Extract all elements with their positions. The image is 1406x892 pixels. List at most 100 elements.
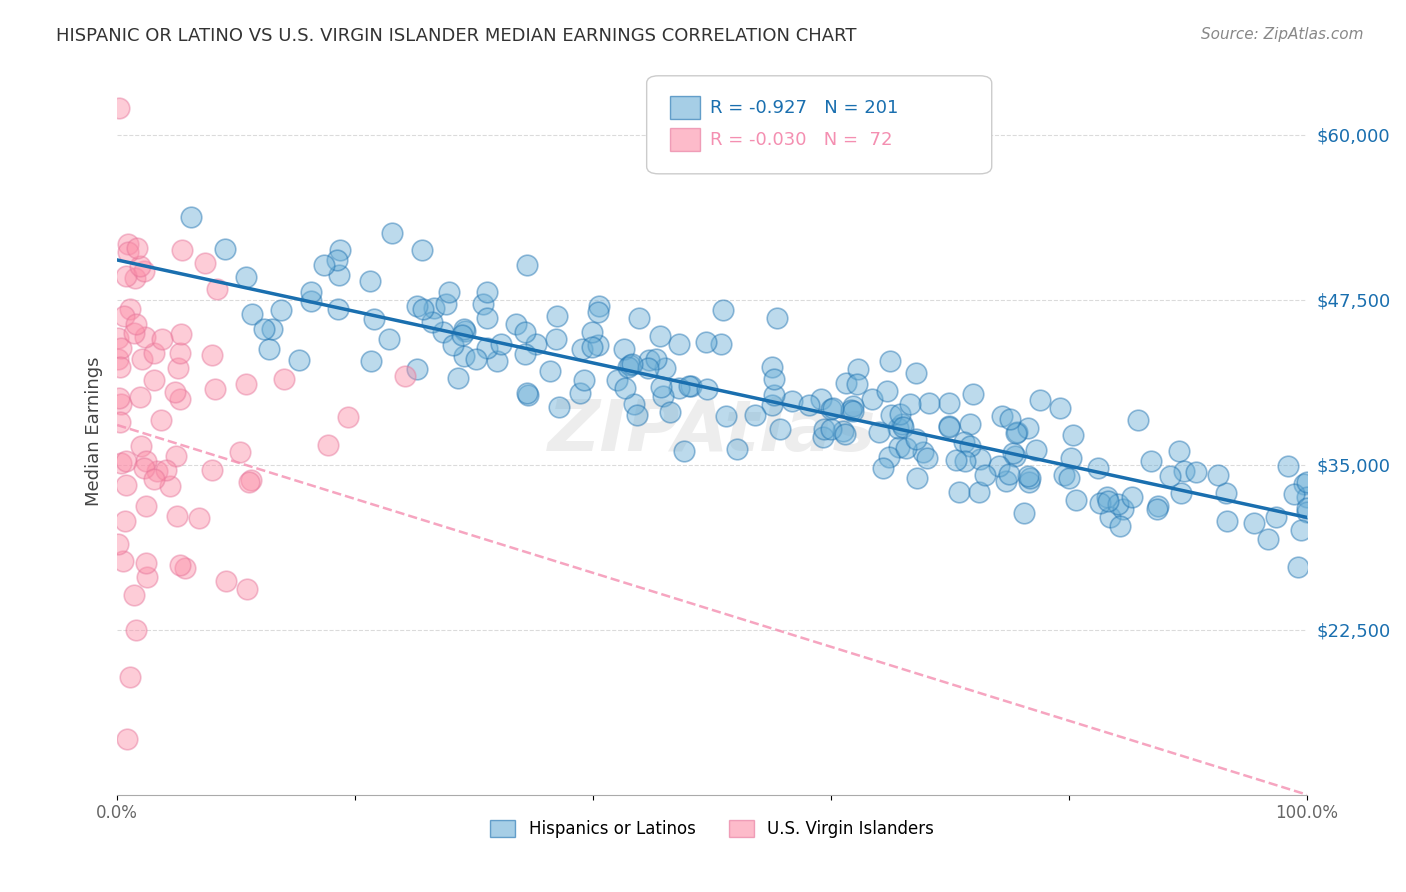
Hispanics or Latinos <box>1296 505 1319 519</box>
U.S. Virgin Islanders <box>174 560 197 574</box>
U.S. Virgin Islanders <box>134 330 156 344</box>
Hispanics or Latinos <box>1126 413 1149 427</box>
Hispanics or Latinos <box>668 336 690 351</box>
Hispanics or Latinos <box>180 210 202 224</box>
Hispanics or Latinos <box>1004 426 1026 441</box>
Hispanics or Latinos <box>422 301 444 316</box>
Hispanics or Latinos <box>1097 493 1119 508</box>
U.S. Virgin Islanders <box>146 464 169 478</box>
Hispanics or Latinos <box>464 351 486 366</box>
U.S. Virgin Islanders <box>125 624 148 638</box>
Hispanics or Latinos <box>257 342 280 356</box>
U.S. Virgin Islanders <box>114 478 136 492</box>
Hispanics or Latinos <box>627 310 650 325</box>
Hispanics or Latinos <box>991 409 1014 423</box>
Hispanics or Latinos <box>846 376 869 391</box>
U.S. Virgin Islanders <box>166 360 188 375</box>
U.S. Virgin Islanders <box>128 390 150 404</box>
Hispanics or Latinos <box>710 337 733 351</box>
Hispanics or Latinos <box>613 381 636 395</box>
Hispanics or Latinos <box>969 451 991 466</box>
Hispanics or Latinos <box>1216 514 1239 528</box>
Hispanics or Latinos <box>441 338 464 352</box>
Hispanics or Latinos <box>477 311 499 326</box>
Hispanics or Latinos <box>1018 470 1040 484</box>
Hispanics or Latinos <box>780 394 803 409</box>
Hispanics or Latinos <box>450 328 472 343</box>
Hispanics or Latinos <box>967 485 990 500</box>
Hispanics or Latinos <box>411 243 433 257</box>
Legend: Hispanics or Latinos, U.S. Virgin Islanders: Hispanics or Latinos, U.S. Virgin Island… <box>484 813 941 845</box>
U.S. Virgin Islanders <box>150 332 173 346</box>
U.S. Virgin Islanders <box>142 472 165 486</box>
Hispanics or Latinos <box>1004 449 1026 463</box>
Hispanics or Latinos <box>879 353 901 368</box>
Hispanics or Latinos <box>879 408 901 422</box>
Hispanics or Latinos <box>1049 401 1071 415</box>
Hispanics or Latinos <box>586 338 609 352</box>
Hispanics or Latinos <box>645 352 668 367</box>
Hispanics or Latinos <box>1296 490 1319 504</box>
Hispanics or Latinos <box>432 325 454 339</box>
U.S. Virgin Islanders <box>131 352 153 367</box>
Hispanics or Latinos <box>1140 453 1163 467</box>
Hispanics or Latinos <box>744 408 766 422</box>
Hispanics or Latinos <box>623 397 645 411</box>
Hispanics or Latinos <box>1296 475 1319 490</box>
Hispanics or Latinos <box>1112 502 1135 516</box>
Hispanics or Latinos <box>1059 471 1081 485</box>
Hispanics or Latinos <box>955 454 977 468</box>
Hispanics or Latinos <box>453 349 475 363</box>
U.S. Virgin Islanders <box>170 243 193 257</box>
U.S. Virgin Islanders <box>170 326 193 341</box>
Text: R = -0.927   N = 201: R = -0.927 N = 201 <box>710 99 898 117</box>
Hispanics or Latinos <box>994 474 1017 488</box>
Hispanics or Latinos <box>650 380 672 394</box>
Hispanics or Latinos <box>1282 487 1305 501</box>
Hispanics or Latinos <box>1296 501 1319 516</box>
Hispanics or Latinos <box>948 485 970 500</box>
Hispanics or Latinos <box>405 362 427 376</box>
Hispanics or Latinos <box>299 294 322 309</box>
Hispanics or Latinos <box>810 392 832 406</box>
U.S. Virgin Islanders <box>214 574 236 588</box>
Hispanics or Latinos <box>544 332 567 346</box>
Hispanics or Latinos <box>378 332 401 346</box>
U.S. Virgin Islanders <box>205 282 228 296</box>
Hispanics or Latinos <box>711 303 734 318</box>
U.S. Virgin Islanders <box>107 537 129 551</box>
Hispanics or Latinos <box>887 440 910 454</box>
Hispanics or Latinos <box>1025 442 1047 457</box>
U.S. Virgin Islanders <box>108 415 131 429</box>
U.S. Virgin Islanders <box>118 670 141 684</box>
Hispanics or Latinos <box>905 366 928 380</box>
Hispanics or Latinos <box>1053 468 1076 483</box>
U.S. Virgin Islanders <box>108 360 131 375</box>
U.S. Virgin Islanders <box>114 514 136 528</box>
Hispanics or Latinos <box>898 397 921 411</box>
Hispanics or Latinos <box>842 404 865 418</box>
Hispanics or Latinos <box>889 407 911 421</box>
Hispanics or Latinos <box>725 442 748 456</box>
Hispanics or Latinos <box>658 405 681 419</box>
Hispanics or Latinos <box>235 269 257 284</box>
Hispanics or Latinos <box>998 411 1021 425</box>
U.S. Virgin Islanders <box>135 500 157 514</box>
Hispanics or Latinos <box>891 420 914 434</box>
U.S. Virgin Islanders <box>149 413 172 427</box>
Hispanics or Latinos <box>834 426 856 441</box>
Hispanics or Latinos <box>381 226 404 240</box>
Hispanics or Latinos <box>1017 420 1039 434</box>
U.S. Virgin Islanders <box>143 345 166 359</box>
Hispanics or Latinos <box>890 417 912 431</box>
U.S. Virgin Islanders <box>238 475 260 489</box>
Hispanics or Latinos <box>453 321 475 335</box>
U.S. Virgin Islanders <box>194 256 217 270</box>
Hispanics or Latinos <box>938 418 960 433</box>
Hispanics or Latinos <box>769 422 792 436</box>
Hispanics or Latinos <box>672 444 695 458</box>
Hispanics or Latinos <box>813 422 835 436</box>
Hispanics or Latinos <box>359 274 381 288</box>
U.S. Virgin Islanders <box>316 437 339 451</box>
U.S. Virgin Islanders <box>142 373 165 387</box>
